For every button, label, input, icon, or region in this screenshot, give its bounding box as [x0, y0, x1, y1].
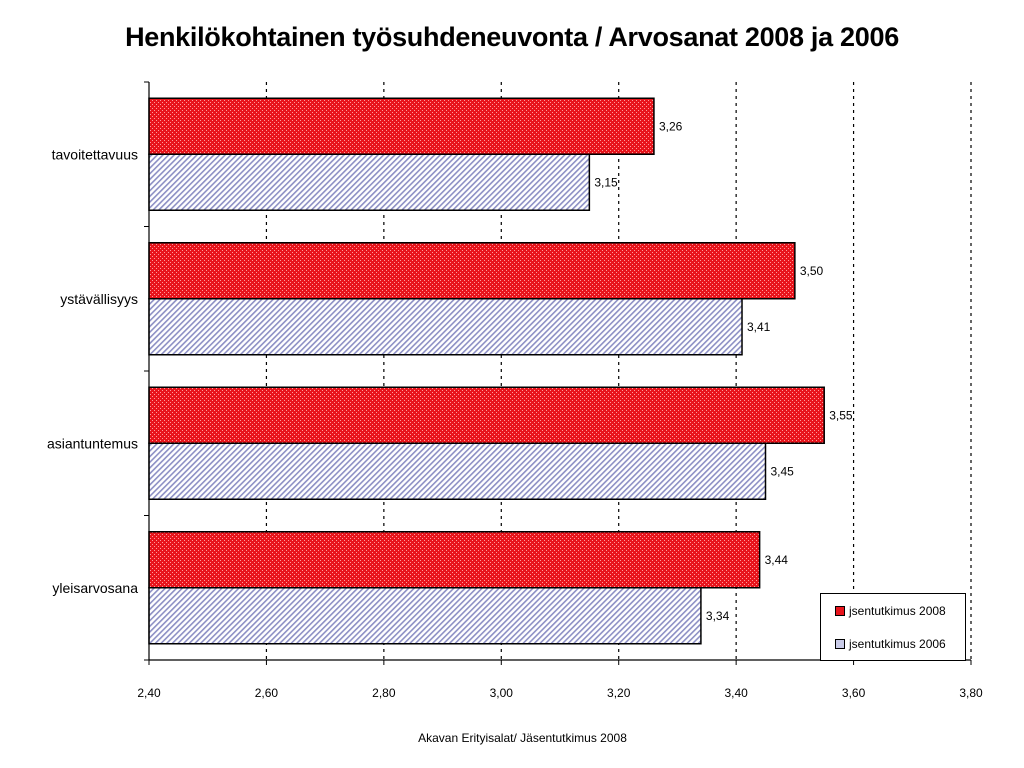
bar	[148, 153, 591, 211]
category-label: tavoitettavuus	[52, 146, 138, 162]
chart-title: Henkilökohtainen työsuhdeneuvonta / Arvo…	[125, 22, 899, 52]
x-tick-label: 3,00	[490, 686, 514, 700]
category-label: asiantuntemus	[47, 435, 138, 451]
legend-swatch-2006	[835, 639, 845, 649]
legend-item-2008: jsentutkimus 2008	[835, 604, 946, 618]
legend-item-2006: jsentutkimus 2006	[835, 637, 946, 651]
data-label: 3,45	[771, 464, 795, 478]
x-tick-label: 2,40	[137, 686, 161, 700]
x-tick-label: 3,40	[724, 686, 748, 700]
data-label: 3,50	[800, 264, 824, 278]
bar	[148, 386, 825, 444]
x-tick-label: 3,80	[959, 686, 983, 700]
x-tick-label: 2,60	[255, 686, 279, 700]
bar	[148, 242, 796, 300]
bar	[148, 298, 743, 356]
data-label: 3,55	[829, 408, 853, 422]
legend-label-2008: jsentutkimus 2008	[849, 604, 946, 618]
data-label: 3,15	[594, 175, 618, 189]
bar	[148, 97, 655, 155]
data-label: 3,41	[747, 320, 771, 334]
x-tick-label: 3,20	[607, 686, 631, 700]
gridlines	[265, 82, 972, 660]
labels: 3,26 3,15 tavoitettavuus 3,50 3,41 ystävällis…	[47, 119, 983, 700]
legend-label-2006: jsentutkimus 2006	[849, 637, 946, 651]
data-label: 3,44	[765, 553, 789, 567]
data-label: 3,26	[659, 119, 683, 133]
data-label: 3,34	[706, 609, 730, 623]
source-note: Akavan Erityisalat/ Jäsentutkimus 2008	[418, 731, 627, 745]
legend: jsentutkimus 2008 jsentutkimus 2006	[820, 593, 966, 661]
legend-swatch-2008	[835, 606, 845, 616]
category-label: yleisarvosana	[52, 580, 138, 596]
x-tick-label: 2,80	[372, 686, 396, 700]
x-tick-label: 3,60	[842, 686, 866, 700]
category-label: ystävällisyys	[60, 291, 138, 307]
bar	[148, 442, 767, 500]
bar	[148, 531, 761, 589]
bars	[148, 97, 825, 645]
bar	[148, 587, 702, 645]
